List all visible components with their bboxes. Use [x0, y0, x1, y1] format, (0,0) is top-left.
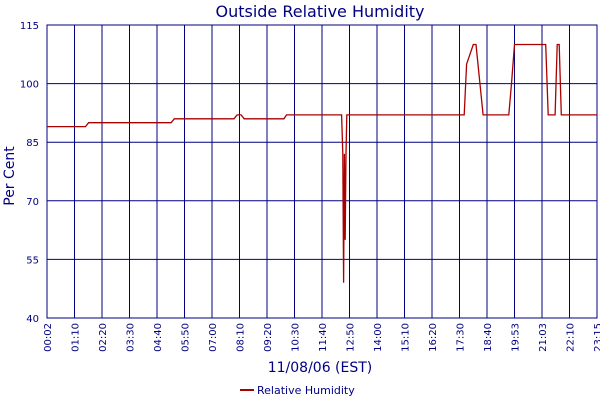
x-tick-label: 09:20	[263, 323, 274, 352]
x-tick-label: 03:30	[126, 323, 137, 352]
x-tick-label: 16:20	[428, 323, 439, 352]
y-tick-label: 115	[20, 21, 39, 32]
x-tick-label: 01:10	[71, 323, 82, 352]
y-axis-label: Per Cent	[2, 146, 18, 206]
x-tick-label: 14:00	[373, 323, 384, 352]
x-tick-labels: 00:02 01:10 02:20 03:30 04:40 05:50 07:00 08:10…	[43, 323, 600, 352]
series-line	[47, 43, 597, 283]
x-tick-label: 11:40	[318, 323, 329, 352]
y-tick-label: 55	[26, 255, 39, 266]
series-layer	[47, 43, 597, 283]
y-tick-label: 70	[26, 197, 39, 208]
x-tick-label: 00:02	[43, 323, 54, 352]
x-tick-label: 05:50	[181, 323, 192, 352]
y-tick-label: 85	[26, 138, 39, 149]
chart-title: Outside Relative Humidity	[215, 2, 424, 21]
grid	[46, 24, 598, 319]
x-tick-label: 19:53	[511, 323, 522, 352]
x-tick-label: 23:15	[593, 323, 600, 352]
x-tick-label: 17:30	[456, 323, 467, 352]
x-tick-label: 21:03	[538, 323, 549, 352]
x-axis-label: 11/08/06 (EST)	[268, 360, 373, 376]
x-tick-label: 18:40	[483, 323, 494, 352]
x-tick-label: 04:40	[153, 323, 164, 352]
y-tick-label: 100	[20, 80, 39, 91]
x-tick-label: 02:20	[98, 323, 109, 352]
legend: Relative Humidity	[240, 384, 355, 397]
y-tick-label: 40	[26, 314, 39, 325]
legend-label: Relative Humidity	[257, 384, 355, 397]
x-tick-label: 22:10	[566, 323, 577, 352]
x-tick-label: 15:10	[401, 323, 412, 352]
x-tick-label: 10:30	[291, 323, 302, 352]
x-tick-label: 12:50	[346, 323, 357, 352]
x-tick-label: 08:10	[236, 323, 247, 352]
x-tick-label: 07:00	[208, 323, 219, 352]
y-tick-labels: 40 55 70 85 100 115	[20, 21, 39, 325]
